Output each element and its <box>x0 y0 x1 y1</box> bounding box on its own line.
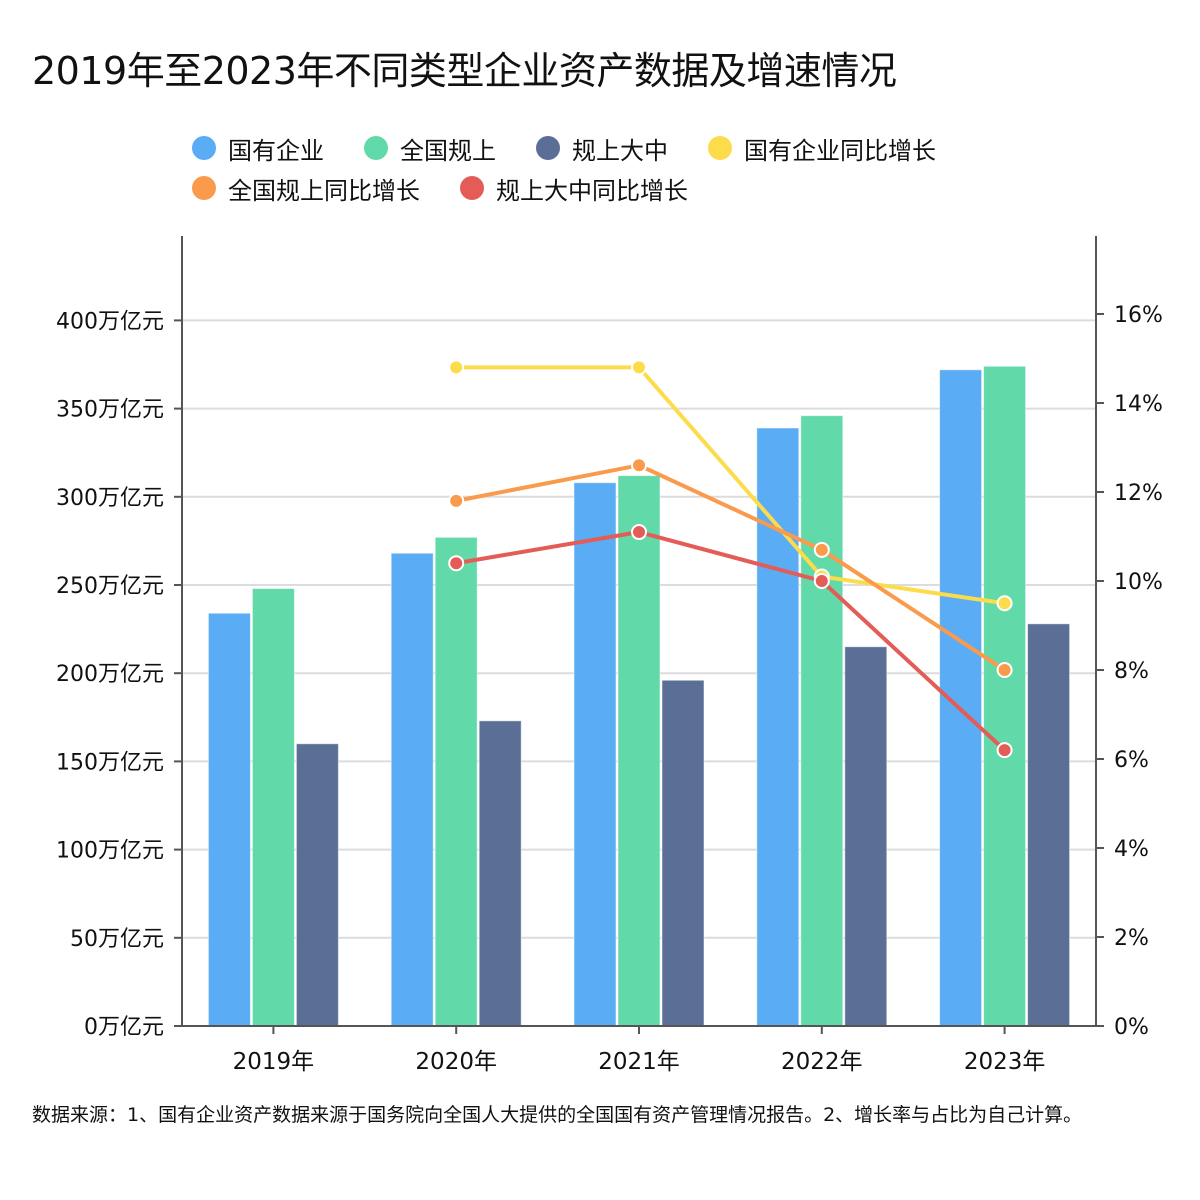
legend-row-1: 国有企业 全国规上 规上大中 国有企业同比增长 <box>192 128 1072 168</box>
right-tick-label: 8% <box>1114 659 1149 684</box>
left-tick-label: 300万亿元 <box>56 486 164 511</box>
line-point <box>448 359 465 376</box>
line-point <box>448 492 465 509</box>
legend-label: 国有企业同比增长 <box>744 136 936 165</box>
bar <box>1027 623 1071 1027</box>
legend-dot-icon <box>536 136 560 160</box>
line-series <box>456 365 1005 606</box>
legend-row-2: 全国规上同比增长 规上大中同比增长 <box>192 168 1072 208</box>
line-point <box>996 662 1013 678</box>
bar <box>295 743 339 1027</box>
right-tick-label: 0% <box>1114 1015 1149 1040</box>
right-tick-label: 6% <box>1114 748 1149 773</box>
line-point <box>631 524 647 541</box>
x-tick-label: 2021年 <box>598 1049 680 1075</box>
bar <box>478 720 522 1027</box>
legend-label: 全国规上 <box>400 136 496 165</box>
legend-dot-icon <box>460 176 484 200</box>
line-point <box>631 457 647 474</box>
x-tick-label: 2019年 <box>233 1049 315 1075</box>
chart-title: 2019年至2023年不同类型企业资产数据及增速情况 <box>32 49 897 93</box>
right-tick-label: 2% <box>1114 926 1149 951</box>
x-tick-label: 2023年 <box>964 1049 1046 1075</box>
axes: 0万亿元 50万亿元 100万亿元 150万亿元 200万亿元 250万亿元 300万亿元 3… <box>56 236 1163 1075</box>
legend-item-national-growth[interactable]: 全国规上同比增长 <box>192 171 420 206</box>
legend-dot-icon <box>192 176 216 200</box>
right-tick-label: 14% <box>1114 392 1163 417</box>
line-point <box>813 573 830 589</box>
bar <box>390 552 434 1027</box>
legend-dot-icon <box>192 136 216 160</box>
right-tick-label: 12% <box>1114 481 1163 506</box>
left-tick-label: 400万亿元 <box>56 309 164 334</box>
right-tick-label: 16% <box>1114 303 1163 328</box>
source-note: 数据来源：1、国有企业资产数据来源于国务院向全国人大提供的全国国有资产管理情况报… <box>32 1104 1083 1126</box>
bar <box>756 427 800 1027</box>
bar <box>983 365 1027 1027</box>
line-point <box>448 555 465 572</box>
bar <box>617 475 661 1027</box>
bar <box>844 646 888 1027</box>
left-tick-label: 250万亿元 <box>56 574 164 599</box>
bar <box>661 679 705 1027</box>
bar <box>800 415 844 1027</box>
legend-item-large-medium[interactable]: 规上大中 <box>536 131 668 166</box>
line-point <box>631 359 647 376</box>
legend-label: 规上大中同比增长 <box>496 176 688 205</box>
legend-label: 规上大中 <box>572 136 668 165</box>
bar <box>573 482 617 1027</box>
legend-label: 全国规上同比增长 <box>228 176 420 205</box>
legend-item-national-above-scale[interactable]: 全国规上 <box>364 131 496 166</box>
line-series <box>455 463 1006 672</box>
line-point <box>813 541 830 558</box>
lines <box>448 359 1013 759</box>
legend: 国有企业 全国规上 规上大中 国有企业同比增长 全国规上同比增长 规上大中同比增… <box>192 128 1072 208</box>
x-tick-label: 2022年 <box>781 1049 863 1075</box>
line-point <box>996 595 1013 612</box>
x-tick-label: 2020年 <box>415 1049 497 1075</box>
legend-item-large-medium-growth[interactable]: 规上大中同比增长 <box>460 171 688 206</box>
left-tick-label: 350万亿元 <box>56 398 164 423</box>
left-tick-label: 50万亿元 <box>70 927 164 952</box>
legend-dot-icon <box>364 136 388 160</box>
line-point <box>996 742 1013 759</box>
bars <box>207 365 1071 1027</box>
left-tick-label: 200万亿元 <box>56 662 164 687</box>
left-tick-label: 150万亿元 <box>56 750 164 775</box>
legend-dot-icon <box>708 136 732 160</box>
bar <box>434 536 478 1027</box>
legend-label: 国有企业 <box>228 136 324 165</box>
legend-item-state-owned[interactable]: 国有企业 <box>192 131 324 166</box>
right-tick-label: 10% <box>1114 570 1163 595</box>
right-tick-label: 4% <box>1114 837 1149 862</box>
left-tick-label: 100万亿元 <box>56 839 164 864</box>
bar <box>251 588 295 1027</box>
bar <box>207 612 251 1027</box>
left-tick-label: 0万亿元 <box>84 1015 164 1040</box>
line-series <box>455 530 1006 752</box>
legend-item-state-owned-growth[interactable]: 国有企业同比增长 <box>708 131 936 166</box>
